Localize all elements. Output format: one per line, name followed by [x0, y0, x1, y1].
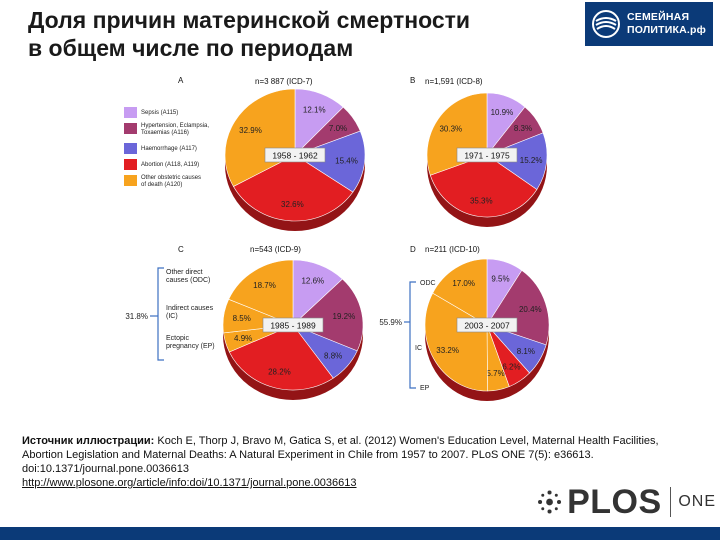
- pie-D-slice-6: [432, 258, 488, 326]
- pie-C-slice-1: [292, 278, 364, 352]
- pie-D-period: 2003 - 2007: [464, 321, 510, 331]
- bracket-d-label-0: ODC: [420, 280, 436, 287]
- title-line-2: в общем числе по периодам: [28, 35, 354, 61]
- pie-D-label-3: 6.2%: [502, 362, 520, 371]
- source-text: Koch E, Thorp J, Bravo M, Gatica S, et a…: [22, 435, 659, 475]
- pie-D-letter: D: [410, 245, 416, 254]
- source-label: Источник иллюстрации:: [22, 435, 155, 447]
- pie-C-label-1: 19.2%: [333, 312, 356, 321]
- legend-label-1: Hypertension, Eclampsia, Toxaemias (A116): [141, 123, 209, 136]
- pie-C-period-box: [262, 317, 324, 333]
- pie-A-slice-2: [294, 130, 366, 193]
- bracket-c-label-2: Ectopic pregnancy (EP): [166, 335, 215, 350]
- pie-C-period: 1985 - 1989: [270, 321, 316, 331]
- bracket-d: [409, 281, 416, 389]
- legend-swatch-3: [124, 159, 137, 170]
- pie-D-label-4: 5.7%: [486, 369, 504, 378]
- legend-label-0: Sepsis (A115): [141, 110, 178, 116]
- pie-D-label-0: 9.5%: [491, 274, 509, 283]
- legend-swatch-1: [124, 123, 137, 134]
- pie-B-letter: B: [410, 76, 415, 85]
- pie-A-label-1: 7.0%: [329, 124, 347, 133]
- bracket-d-total: 55.9%: [379, 318, 402, 327]
- page-title: Доля причин материнской смертности в общ…: [28, 6, 548, 62]
- pie-B-label-3: 35.3%: [470, 196, 493, 205]
- pie-B-label-2: 15.2%: [520, 156, 543, 165]
- pie-C-label-3: 28.2%: [268, 367, 291, 376]
- source-link[interactable]: http://www.plosone.org/article/info:doi/…: [22, 477, 357, 489]
- bracket-d-label-1: IC: [415, 345, 422, 352]
- bracket-c-label-1: Indirect causes (IC): [166, 305, 214, 320]
- swirl-logo-icon: [592, 10, 620, 38]
- source-citation: Источник иллюстрации: Koch E, Thorp J, B…: [22, 434, 702, 490]
- pie-C-slice-6: [228, 259, 294, 326]
- pie-A-letter: A: [178, 76, 184, 85]
- plos-logo-icon: [538, 490, 562, 514]
- pie-A-period-box: [264, 147, 326, 163]
- plos-one-logo: PLOS ONE: [536, 478, 716, 526]
- pie-D-period-box: [456, 317, 518, 333]
- plos-name: PLOS: [567, 482, 662, 521]
- bracket-c: [157, 267, 164, 361]
- pie-B-title: n=1,591 (ICD-8): [425, 77, 483, 86]
- plos-product: ONE: [678, 493, 716, 510]
- pie-B-label-0: 10.9%: [491, 108, 514, 117]
- pie-C-label-5: 8.5%: [233, 314, 251, 323]
- pie-C-letter: C: [178, 245, 184, 254]
- pie-A-title: n=3 887 (ICD-7): [255, 77, 313, 86]
- pie-D-label-1: 20.4%: [519, 305, 542, 314]
- pie-C-label-6: 18.7%: [253, 281, 276, 290]
- pie-A-label-2: 15.4%: [335, 157, 358, 166]
- legend-label-2: Haemorrhage (A117): [141, 146, 197, 152]
- pie-A-label-4: 32.9%: [239, 126, 262, 135]
- legend-swatch-0: [124, 107, 137, 118]
- pie-C-label-2: 8.8%: [324, 351, 342, 360]
- bracket-d-label-2: EP: [420, 385, 430, 392]
- pie-C-title: n=543 (ICD-9): [250, 245, 301, 254]
- legend-label-3: Abortion (A118, A119): [141, 162, 199, 168]
- bracket-c-label-0: Other direct causes (ODC): [166, 269, 210, 284]
- pie-C-label-4: 4.9%: [234, 334, 252, 343]
- pie-D-label-6: 17.0%: [452, 279, 475, 288]
- legend-label-4: Other obstetric causes of death (A120): [141, 175, 201, 188]
- semeynaya-politika-logo: СЕМЕЙНАЯ ПОЛИТИКА.рф: [585, 2, 713, 46]
- pie-B-period-box: [456, 147, 518, 163]
- pie-C-label-0: 12.6%: [301, 277, 324, 286]
- pie-D-title: n=211 (ICD-10): [425, 245, 480, 254]
- pie-B-label-1: 8.3%: [514, 124, 532, 133]
- pie-B-period: 1971 - 1975: [464, 151, 510, 161]
- pie-A-period: 1958 - 1962: [272, 151, 318, 161]
- pie-B-slice-3: [429, 154, 538, 218]
- logo-separator: [669, 487, 671, 517]
- pie-D-slice-5: [424, 292, 488, 392]
- pie-charts: 12.1%7.0% 15.4% 32.6% 32.9% 1958 - 1962 A n=3 …: [124, 76, 550, 401]
- pie-D-label-2: 8.1%: [517, 347, 535, 356]
- bottom-bar: [0, 527, 720, 540]
- legend-swatch-2: [124, 143, 137, 154]
- pie-D-label-5: 33.2%: [436, 346, 459, 355]
- bracket-c-total: 31.8%: [125, 312, 148, 321]
- pie-A-label-3: 32.6%: [281, 200, 304, 209]
- legend-swatch-4: [124, 175, 137, 186]
- pie-B-label-4: 30.3%: [439, 124, 462, 133]
- logo-line-1: СЕМЕЙНАЯ: [627, 11, 690, 23]
- logo-line-2: ПОЛИТИКА.рф: [627, 24, 707, 36]
- title-line-1: Доля причин материнской смертности: [28, 7, 471, 33]
- pie-A-label-0: 12.1%: [303, 106, 326, 115]
